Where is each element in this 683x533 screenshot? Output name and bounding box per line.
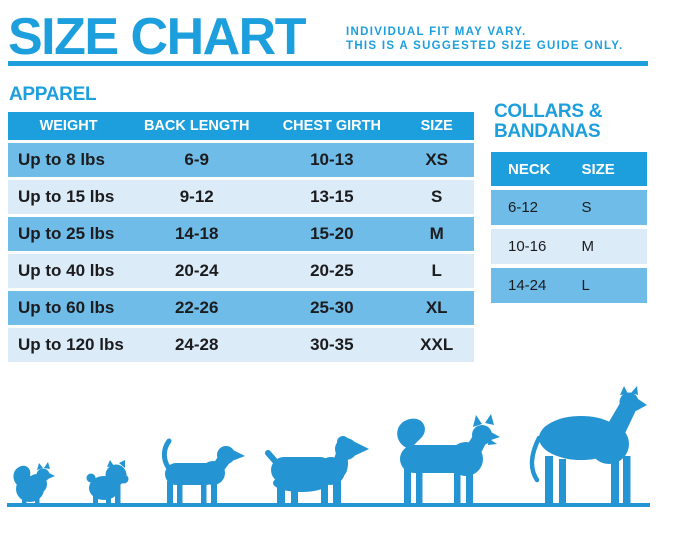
cell-size: XS <box>425 150 449 169</box>
dog-silhouette-pug-icon <box>86 460 129 503</box>
table-row: 6-12 S <box>491 190 647 225</box>
col-header-size: SIZE <box>581 160 615 178</box>
cell-back-length: 6-9 <box>184 150 209 169</box>
apparel-section-title: APPAREL <box>9 84 97 105</box>
cell-neck: 14-24 <box>508 277 547 294</box>
table-row: Up to 15 lbs 9-12 13-15 S <box>8 180 474 214</box>
col-header-weight: WEIGHT <box>39 118 98 134</box>
apparel-table-header: WEIGHT BACK LENGTH CHEST GIRTH SIZE <box>8 112 474 140</box>
cell-back-length: 24-28 <box>174 335 219 354</box>
cell-back-length: 20-24 <box>174 261 219 280</box>
cell-weight: Up to 15 lbs <box>18 187 115 206</box>
cell-back-length: 22-26 <box>174 298 219 317</box>
dog-silhouette-pomeranian-icon <box>13 462 55 503</box>
table-row: Up to 60 lbs 22-26 25-30 XL <box>8 291 474 325</box>
ground-line <box>7 503 650 507</box>
cell-size: XXL <box>420 335 454 354</box>
cell-chest-girth: 15-20 <box>310 224 354 243</box>
apparel-table: WEIGHT BACK LENGTH CHEST GIRTH SIZE Up t… <box>8 112 474 362</box>
cell-weight: Up to 25 lbs <box>18 224 115 243</box>
disclaimer-line-1: INDIVIDUAL FIT MAY VARY. <box>346 26 527 38</box>
cell-chest-girth: 25-30 <box>310 298 354 317</box>
table-row: Up to 40 lbs 20-24 20-25 L <box>8 254 474 288</box>
cell-back-length: 14-18 <box>174 224 219 243</box>
cell-chest-girth: 13-15 <box>310 187 354 206</box>
table-row: 14-24 L <box>491 268 647 303</box>
disclaimer: INDIVIDUAL FIT MAY VARY. THIS IS A SUGGE… <box>346 25 623 53</box>
collars-section-title: COLLARS & BANDANAS <box>494 102 602 142</box>
cell-size: XL <box>425 298 448 317</box>
cell-size: S <box>431 187 443 206</box>
page-title: SIZE CHART <box>8 8 307 66</box>
cell-chest-girth: 20-25 <box>310 261 354 280</box>
cell-weight: Up to 60 lbs <box>18 298 115 317</box>
dog-silhouette-cocker-spaniel-icon <box>265 436 369 503</box>
cell-neck: 6-12 <box>508 199 539 216</box>
cell-weight: Up to 40 lbs <box>18 261 115 280</box>
dog-silhouette-great-dane-icon <box>529 386 647 503</box>
table-row: Up to 25 lbs 14-18 15-20 M <box>8 217 474 251</box>
table-row: Up to 120 lbs 24-28 30-35 XXL <box>8 328 474 362</box>
cell-weight: Up to 120 lbs <box>18 335 124 354</box>
cell-size: M <box>429 224 444 243</box>
dog-silhouette-husky-icon <box>397 414 500 503</box>
dog-silhouette-beagle-icon <box>161 438 245 503</box>
cell-size: L <box>431 261 442 280</box>
cell-chest-girth: 10-13 <box>310 150 354 169</box>
cell-chest-girth: 30-35 <box>310 335 354 354</box>
cell-neck: 10-16 <box>508 238 547 255</box>
table-row: Up to 8 lbs 6-9 10-13 XS <box>8 143 474 177</box>
collars-title-line-1: COLLARS & <box>494 101 603 122</box>
col-header-size: SIZE <box>420 118 453 134</box>
cell-size: S <box>581 199 592 216</box>
collars-title-line-2: BANDANAS <box>494 121 601 142</box>
title-underline <box>8 61 648 66</box>
disclaimer-line-2: THIS IS A SUGGESTED SIZE GUIDE ONLY. <box>346 40 624 52</box>
collars-table: NECK SIZE 6-12 S 10-16 M 14-24 L <box>491 152 647 303</box>
cell-size: M <box>581 238 594 255</box>
cell-back-length: 9-12 <box>179 187 214 206</box>
col-header-back-length: BACK LENGTH <box>143 118 250 134</box>
table-row: 10-16 M <box>491 229 647 264</box>
cell-weight: Up to 8 lbs <box>18 150 105 169</box>
col-header-neck: NECK <box>508 160 551 178</box>
col-header-chest-girth: CHEST GIRTH <box>282 118 381 134</box>
collars-table-header: NECK SIZE <box>491 152 647 186</box>
cell-size: L <box>581 277 590 294</box>
